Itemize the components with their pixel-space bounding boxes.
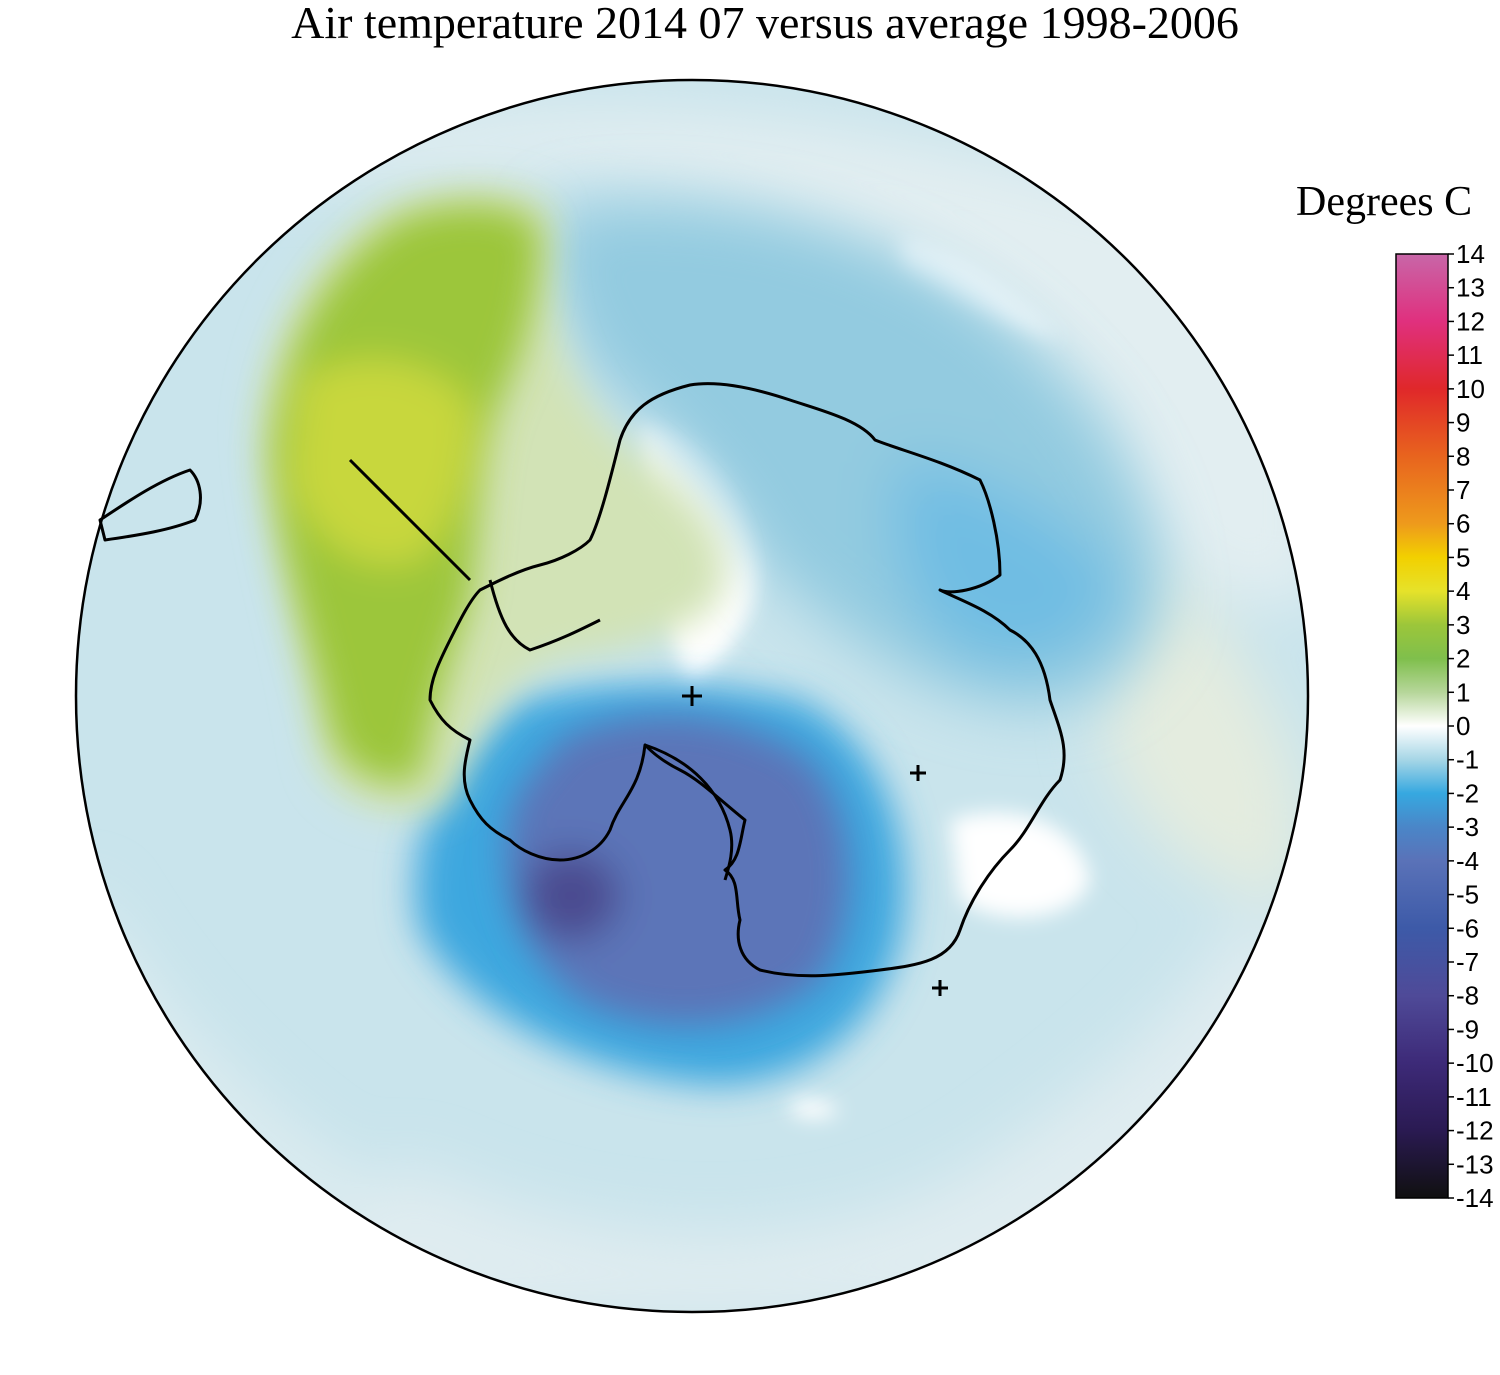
colorbar-tick-label: 1: [1456, 677, 1470, 707]
south-america-tip: [98, 468, 202, 542]
station-marker-1: [910, 765, 926, 781]
pole-markers: [682, 686, 948, 996]
colorbar-tick-label: -13: [1456, 1149, 1494, 1179]
colorbar-tick-label: -2: [1456, 778, 1479, 808]
colorbar-tick-label: -12: [1456, 1116, 1494, 1146]
colorbar-tick-label: -10: [1456, 1048, 1494, 1078]
colorbar-tick-label: 6: [1456, 509, 1470, 539]
weddell-coast: [488, 579, 601, 652]
colorbar-tick-label: 9: [1456, 408, 1470, 438]
colorbar-tick-label: -7: [1456, 947, 1479, 977]
coastlines: [98, 382, 1066, 978]
legend-title: Degrees C: [1296, 179, 1473, 225]
colorbar-gradient: [1395, 253, 1449, 1199]
colorbar-tick-label: 2: [1456, 644, 1470, 674]
colorbar-tick-label: 11: [1456, 340, 1483, 370]
colorbar-tick-label: 10: [1456, 374, 1485, 404]
warm-anomaly-core: [270, 206, 540, 783]
map-frame: [74, 78, 1310, 1314]
colorbar-tick-label: -8: [1456, 981, 1479, 1011]
cold-anomaly-core: [506, 715, 849, 1025]
colorbar-tick-label: 8: [1456, 441, 1470, 471]
colorbar-tick-label: 14: [1456, 240, 1485, 269]
peninsula-islands: [348, 458, 472, 582]
colorbar-tick-label: -3: [1456, 812, 1479, 842]
colorbar-tick-label: -14: [1456, 1183, 1494, 1213]
map-title: Air temperature 2014 07 versus average 1…: [291, 0, 1239, 48]
colorbar-tick-label: -4: [1456, 846, 1479, 876]
colorbar-tick-label: 7: [1456, 475, 1470, 505]
colorbar-tick-label: 13: [1456, 273, 1485, 303]
colorbar-tick-label: -5: [1456, 880, 1479, 910]
station-marker-2: [932, 980, 948, 996]
south-pole-marker: [682, 686, 702, 706]
colorbar-tick-label: 4: [1456, 576, 1470, 606]
antarctica-coastline: [428, 382, 1066, 978]
colorbar-tick-label: -11: [1456, 1082, 1492, 1112]
ross-ice-shelf: [644, 743, 734, 881]
east-cool-anomaly: [552, 204, 1162, 708]
colorbar-tick-label: 3: [1456, 610, 1470, 640]
colorbar-tick-label: 12: [1456, 306, 1485, 336]
colorbar-tick-label: 0: [1456, 711, 1470, 741]
colorbar-tick-label: -6: [1456, 913, 1479, 943]
colorbar-tick-label: 5: [1456, 542, 1470, 572]
colorbar-tick-label: -9: [1456, 1014, 1479, 1044]
colorbar-ticks: 14131211109876543210-1-2-3-4-5-6-7-8-9-1…: [1448, 240, 1494, 1213]
colorbar-tick-label: -1: [1456, 745, 1479, 775]
colorbar: 14131211109876543210-1-2-3-4-5-6-7-8-9-1…: [1395, 240, 1494, 1213]
